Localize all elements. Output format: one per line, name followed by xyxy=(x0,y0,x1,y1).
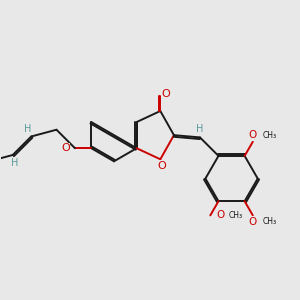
Text: CH₃: CH₃ xyxy=(262,218,276,226)
Text: O: O xyxy=(217,210,225,220)
Text: CH₃: CH₃ xyxy=(229,211,243,220)
Text: H: H xyxy=(24,124,31,134)
Text: O: O xyxy=(249,130,257,140)
Text: CH₃: CH₃ xyxy=(262,131,276,140)
Text: H: H xyxy=(196,124,203,134)
Text: O: O xyxy=(61,143,70,153)
Text: O: O xyxy=(158,161,166,171)
Text: H: H xyxy=(11,158,18,168)
Text: O: O xyxy=(161,89,170,99)
Text: O: O xyxy=(249,217,257,227)
